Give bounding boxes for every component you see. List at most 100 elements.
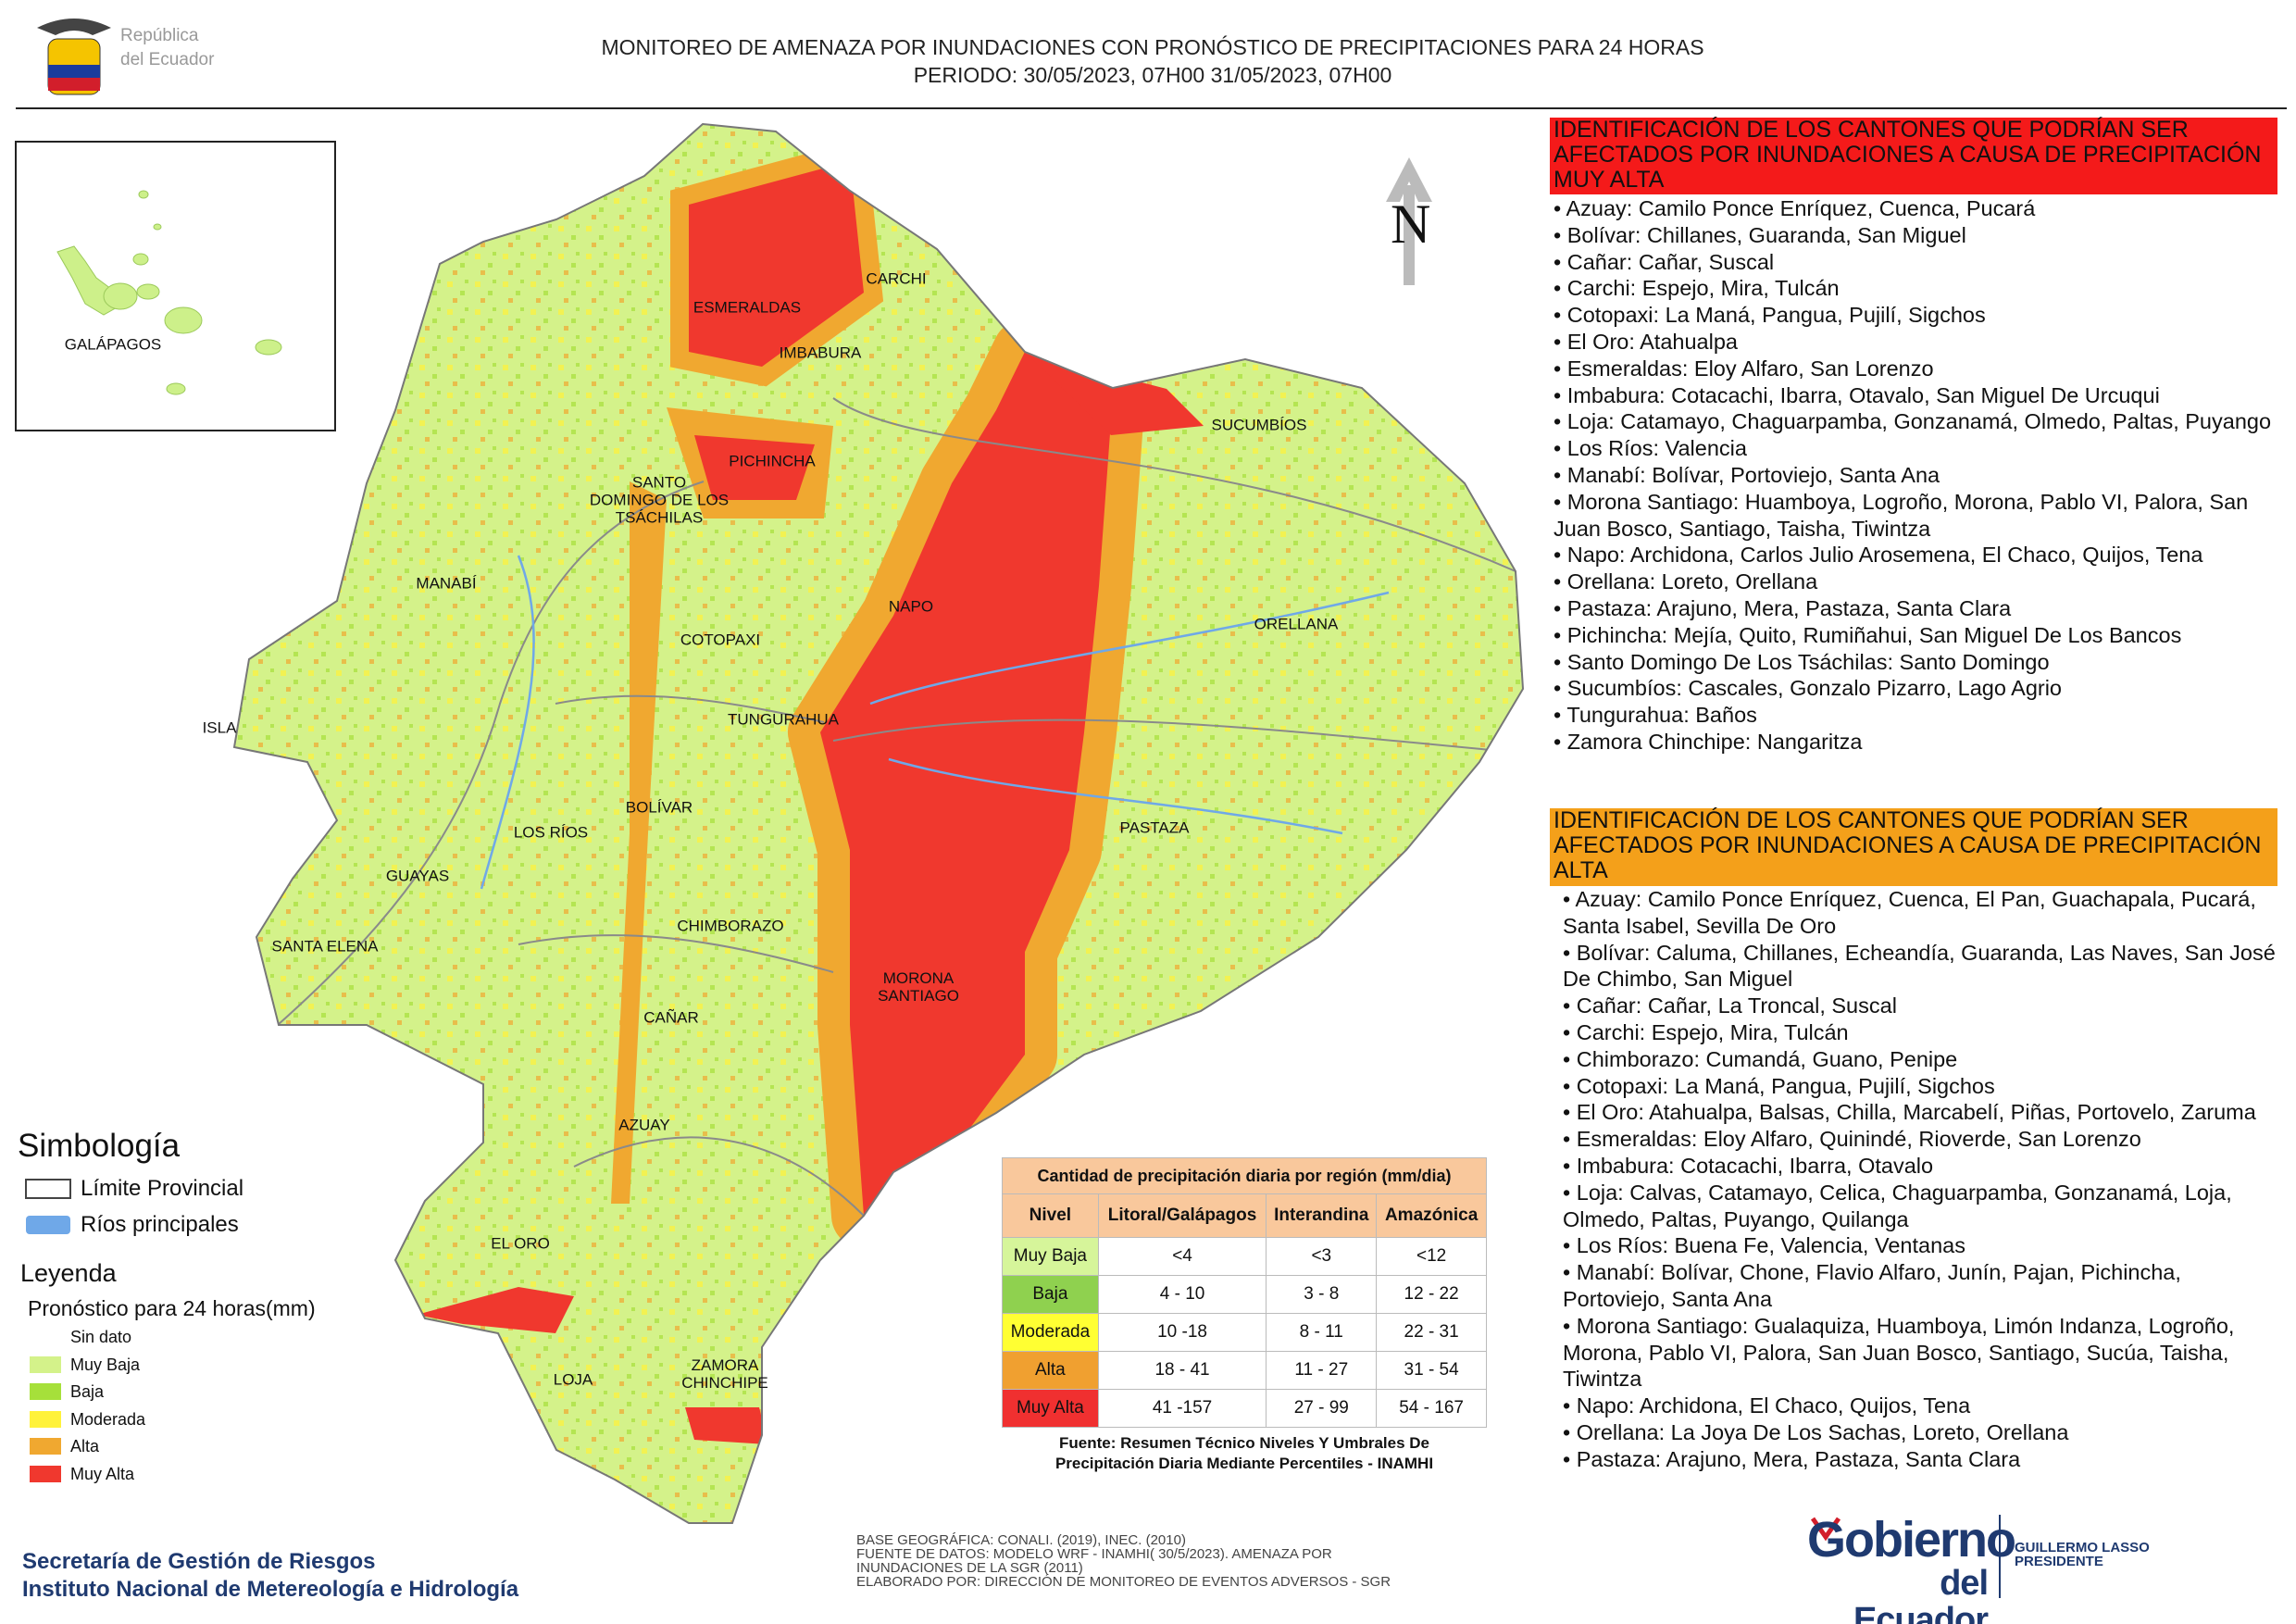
title-line: MONITOREO DE AMENAZA POR INUNDACIONES CO…	[601, 35, 1704, 59]
level-cell: Muy Baja	[1002, 1237, 1099, 1276]
institution: Secretaría de Gestión de Riesgos	[22, 1549, 376, 1574]
province-label: TUNGURAHUA	[728, 710, 839, 729]
gov-logo-line: Gobierno	[1807, 1512, 2016, 1568]
province-label: EL ORO	[491, 1234, 550, 1253]
note: FUENTE DE DATOS: MODELO WRF - INAMHI( 30…	[856, 1546, 1332, 1562]
column-header: Nivel	[1002, 1193, 1099, 1238]
table-row: Alta 18 - 41 11 - 27 31 - 54	[1002, 1351, 1487, 1390]
table-cell: 10 -18	[1097, 1313, 1267, 1352]
president: GUILLERMO LASSO PRESIDENTE	[2015, 1541, 2150, 1568]
canton-item: • Esmeraldas: Eloy Alfaro, Quinindé, Rio…	[1563, 1127, 2141, 1152]
canton-item: • Manabí: Bolívar, Chone, Flavio Alfaro,…	[1563, 1260, 2181, 1311]
canton-item: • Esmeraldas: Eloy Alfaro, San Lorenzo	[1554, 356, 1934, 381]
legend-swatch	[30, 1465, 61, 1482]
source-line: Precipitación Diaria Mediante Percentile…	[1054, 1455, 1434, 1472]
legend-label: Moderada	[70, 1409, 146, 1429]
canton-item: • Imbabura: Cotacachi, Ibarra, Otavalo, …	[1554, 382, 2160, 407]
canton-item: • Bolívar: Chillanes, Guaranda, San Migu…	[1554, 222, 1966, 247]
institution: Instituto Nacional de Metereología e Hid…	[22, 1577, 519, 1602]
legend-swatch	[30, 1355, 61, 1373]
province-label: MANABÍ	[416, 574, 477, 593]
column-header: Litoral/Galápagos	[1097, 1193, 1267, 1238]
inset-frame	[15, 141, 336, 431]
province-label: LOS RÍOS	[513, 823, 589, 842]
canton-item: • Chimborazo: Cumandá, Guano, Penipe	[1563, 1046, 1958, 1071]
country-outline	[232, 122, 1525, 1524]
level-cell: Alta	[1002, 1351, 1099, 1390]
canton-item: • Loja: Catamayo, Chaguarpamba, Gonzanam…	[1554, 409, 2272, 434]
canton-item: • El Oro: Atahualpa, Balsas, Chilla, Mar…	[1563, 1100, 2256, 1125]
symbol-label: Ríos principales	[81, 1212, 239, 1237]
legend-subtitle: Pronóstico para 24 horas(mm)	[28, 1296, 316, 1320]
canton-item: • Loja: Calvas, Catamayo, Celica, Chagua…	[1563, 1180, 2232, 1231]
canton-item: • Carchi: Espejo, Mira, Tulcán	[1554, 276, 1840, 301]
legend-label: Muy Baja	[70, 1355, 141, 1374]
canton-item: • Pichincha: Mejía, Quito, Rumiñahui, Sa…	[1554, 622, 2182, 647]
canton-item: • Imbabura: Cotacachi, Ibarra, Otavalo	[1563, 1153, 1934, 1178]
table-cell: 31 - 54	[1376, 1351, 1487, 1390]
president-line: PRESIDENTE	[2015, 1554, 2103, 1569]
legend-swatch	[30, 1329, 61, 1345]
canton-item: • Morona Santiago: Huamboya, Logroño, Mo…	[1554, 489, 2249, 541]
president-line: GUILLERMO LASSO	[2015, 1540, 2150, 1555]
canton-item: • Napo: Archidona, El Chaco, Quijos, Ten…	[1563, 1393, 1971, 1418]
province-label: CHIMBORAZO	[677, 917, 784, 935]
logo-line: del Ecuador	[120, 50, 215, 69]
column-header: Amazónica	[1376, 1193, 1487, 1238]
table-cell: 12 - 22	[1376, 1275, 1487, 1314]
province-label: ESMERALDAS	[693, 298, 802, 317]
note: BASE GEOGRÁFICA: CONALI. (2019), INEC. (…	[856, 1532, 1186, 1548]
province-label: CAÑAR	[643, 1008, 699, 1027]
table-cell: 3 - 8	[1266, 1275, 1378, 1314]
province-label: ORELLANA	[1254, 615, 1339, 633]
province-label: IMBABURA	[779, 344, 862, 362]
symbol-label: Límite Provincial	[81, 1176, 244, 1201]
north-arrow	[1386, 157, 1432, 285]
panel-title: IDENTIFICACIÓN DE LOS CANTONES QUE PODRÍ…	[1550, 118, 2277, 194]
province-label: CARCHI	[866, 269, 927, 288]
institutions: Secretaría de Gestión de Riesgos Institu…	[22, 1548, 518, 1604]
canton-item: • Azuay: Camilo Ponce Enríquez, Cuenca, …	[1563, 887, 2256, 938]
table-cell: 27 - 99	[1266, 1389, 1378, 1428]
logo-text: República del Ecuador	[120, 24, 214, 72]
table-row: Baja 4 - 10 3 - 8 12 - 22	[1002, 1275, 1487, 1314]
logo-line: República	[120, 26, 199, 45]
gov-logo: Gobierno del Ecuador	[1807, 1512, 2016, 1624]
province-label: PASTAZA	[1119, 818, 1190, 837]
symbology-title: Simbología	[18, 1128, 181, 1164]
title-line: PERIODO: 30/05/2023, 07H00 31/05/2023, 0…	[913, 63, 1392, 87]
province-label: GUAYAS	[385, 867, 450, 885]
north-label: N	[1391, 194, 1431, 255]
legend-label: Baja	[70, 1382, 105, 1401]
canton-item: • Sucumbíos: Cascales, Gonzalo Pizarro, …	[1554, 676, 2063, 701]
canton-item: • Bolívar: Caluma, Chillanes, Echeandía,…	[1563, 940, 2276, 992]
table-cell: 4 - 10	[1097, 1275, 1267, 1314]
table-cell: 54 - 167	[1376, 1389, 1487, 1428]
canton-item: • Pastaza: Arajuno, Mera, Pastaza, Santa…	[1554, 595, 2012, 620]
canton-item: • Pastaza: Arajuno, Mera, Pastaza, Santa…	[1563, 1446, 2021, 1471]
panel-title: IDENTIFICACIÓN DE LOS CANTONES QUE PODRÍ…	[1550, 808, 2277, 886]
province-label: LOJA	[553, 1370, 593, 1389]
table-source: Fuente: Resumen Técnico Niveles Y Umbral…	[1002, 1433, 1487, 1474]
table-cell: 8 - 11	[1266, 1313, 1378, 1352]
table-cell: <3	[1266, 1237, 1378, 1276]
province-label: ISLA	[202, 718, 237, 737]
province-label: SANTA ELENA	[271, 937, 379, 956]
canton-item: • Tungurahua: Baños	[1554, 703, 1757, 728]
threshold-table: Cantidad de precipitación diaria por reg…	[1002, 1157, 1487, 1428]
table-cell: 22 - 31	[1376, 1313, 1487, 1352]
province-label: NAPO	[888, 597, 934, 616]
canton-item: • Zamora Chinchipe: Nangaritza	[1554, 729, 1863, 754]
canton-item: • Orellana: La Joya De Los Sachas, Loret…	[1563, 1419, 2069, 1444]
canton-list: • Azuay: Camilo Ponce Enríquez, Cuenca, …	[1563, 886, 2285, 1473]
canton-item: • Azuay: Camilo Ponce Enríquez, Cuenca, …	[1554, 196, 2036, 220]
canton-list: • Azuay: Camilo Ponce Enríquez, Cuenca, …	[1554, 195, 2285, 756]
note: ELABORADO POR: DIRECCIÓN DE MONITOREO DE…	[856, 1574, 1391, 1590]
inset-label: GALÁPAGOS	[64, 335, 162, 354]
table-header: Nivel Litoral/Galápagos Interandina Amazóni…	[1002, 1193, 1487, 1238]
level-cell: Muy Alta	[1002, 1389, 1099, 1428]
table-row: Muy Alta 41 -157 27 - 99 54 - 167	[1002, 1389, 1487, 1428]
galapagos-islands	[56, 190, 282, 395]
gov-logo-mark	[1810, 1517, 1841, 1542]
canton-item: • Los Ríos: Valencia	[1554, 436, 1747, 461]
